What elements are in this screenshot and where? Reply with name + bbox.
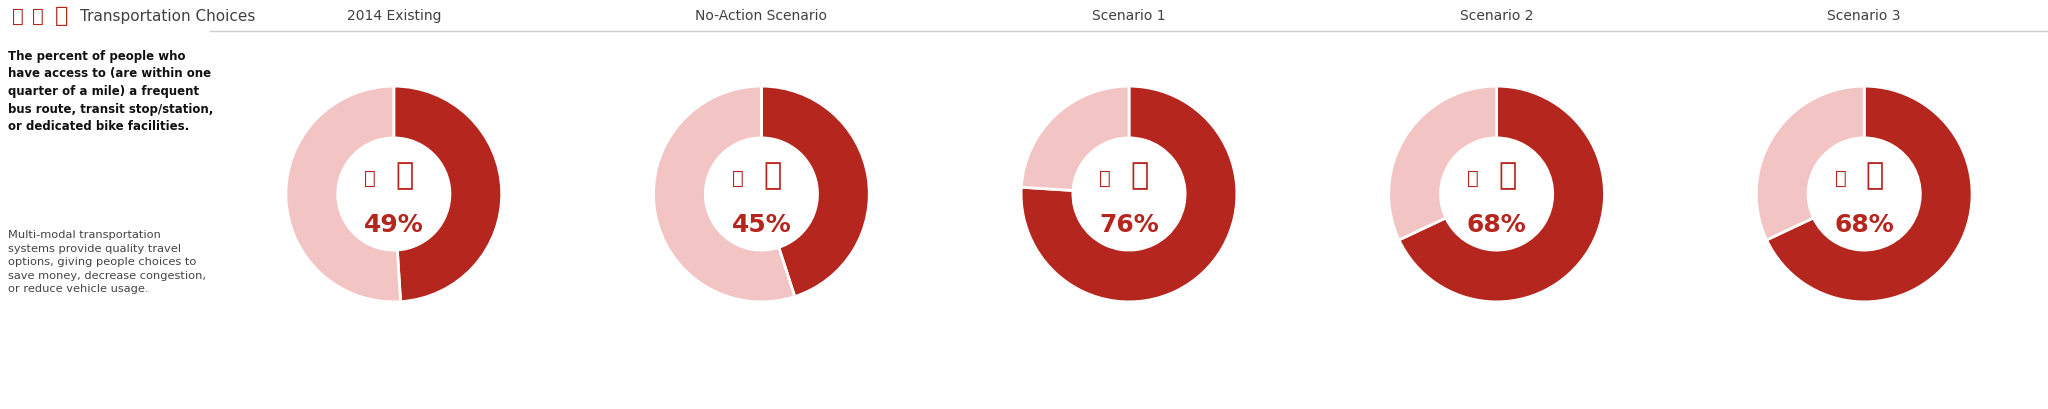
Text: 2014 Existing: 2014 Existing (346, 9, 440, 23)
Text: 45%: 45% (731, 213, 791, 237)
Text: Multi-modal transportation
systems provide quality travel
options, giving people: Multi-modal transportation systems provi… (8, 229, 207, 294)
Text: 🚌: 🚌 (1499, 161, 1516, 190)
Circle shape (338, 139, 451, 250)
Wedge shape (287, 87, 401, 302)
Circle shape (1073, 139, 1186, 250)
Wedge shape (1399, 87, 1604, 302)
Text: ⛹: ⛹ (1100, 169, 1112, 188)
Text: 🚌: 🚌 (55, 6, 70, 26)
Wedge shape (762, 87, 868, 297)
Text: ⛹: ⛹ (365, 169, 377, 188)
Text: Scenario 3: Scenario 3 (1827, 9, 1901, 23)
Text: Scenario 1: Scenario 1 (1092, 9, 1165, 23)
Text: 76%: 76% (1100, 213, 1159, 237)
Wedge shape (1767, 87, 1972, 302)
Text: Transportation Choices: Transportation Choices (80, 9, 256, 23)
Text: 🚶: 🚶 (33, 7, 43, 25)
Text: ⛹: ⛹ (731, 169, 743, 188)
Text: 🚌: 🚌 (1130, 161, 1149, 190)
Wedge shape (653, 87, 795, 302)
Text: Scenario 2: Scenario 2 (1460, 9, 1534, 23)
Text: ⛹: ⛹ (1466, 169, 1479, 188)
Wedge shape (1022, 87, 1128, 191)
Wedge shape (1022, 87, 1237, 302)
Circle shape (705, 139, 817, 250)
Text: 🚌: 🚌 (764, 161, 782, 190)
Wedge shape (393, 87, 502, 302)
Text: No-Action Scenario: No-Action Scenario (696, 9, 827, 23)
Circle shape (1808, 139, 1921, 250)
Text: ⛹: ⛹ (12, 7, 25, 25)
Text: ⛹: ⛹ (1835, 169, 1847, 188)
Text: 49%: 49% (365, 213, 424, 237)
Text: The percent of people who
have access to (are within one
quarter of a mile) a fr: The percent of people who have access to… (8, 50, 213, 133)
Wedge shape (1757, 87, 1864, 240)
Text: 68%: 68% (1466, 213, 1526, 237)
Text: 68%: 68% (1835, 213, 1894, 237)
Wedge shape (1389, 87, 1497, 240)
Text: 🚌: 🚌 (395, 161, 414, 190)
Text: 🚌: 🚌 (1866, 161, 1884, 190)
Circle shape (1440, 139, 1552, 250)
